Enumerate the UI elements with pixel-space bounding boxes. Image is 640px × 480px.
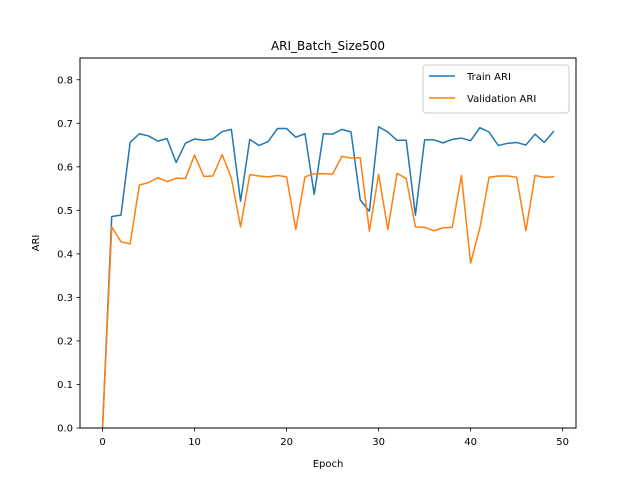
y-axis-ticks: 0.0 0.1 0.2 0.3 0.4 0.5 0.6 0.7 0.8 [57, 75, 80, 435]
x-axis-label: Epoch [313, 459, 344, 470]
y-tick-label: 0.7 [57, 119, 73, 130]
plot-frame [79, 57, 577, 429]
x-tick-label: 30 [372, 437, 385, 448]
plot-lines [101, 126, 555, 429]
x-tick-label: 10 [188, 437, 201, 448]
legend-label-train: Train ARI [466, 72, 511, 83]
x-tick-label: 20 [280, 437, 293, 448]
y-tick-label: 0.6 [57, 162, 73, 173]
y-tick-label: 0.8 [57, 75, 73, 86]
chart-title: ARI_Batch_Size500 [271, 39, 385, 53]
y-tick-label: 0.3 [57, 293, 73, 304]
series-line-validation [101, 153, 555, 429]
y-tick-label: 0.5 [57, 206, 73, 217]
y-tick-label: 0.1 [57, 380, 73, 391]
x-axis-ticks: 0 10 20 30 40 50 [99, 428, 569, 448]
y-tick-label: 0.2 [57, 336, 73, 347]
y-axis-label: ARI [31, 235, 42, 252]
x-tick-label: 40 [464, 437, 477, 448]
legend-box [422, 64, 570, 114]
legend: Train ARI Validation ARI [422, 64, 570, 114]
x-tick-label: 0 [99, 437, 105, 448]
y-tick-label: 0.4 [57, 249, 73, 260]
y-tick-label: 0.0 [57, 424, 73, 435]
legend-label-validation: Validation ARI [467, 94, 536, 105]
x-tick-label: 50 [556, 437, 569, 448]
series-line-train [101, 126, 555, 429]
